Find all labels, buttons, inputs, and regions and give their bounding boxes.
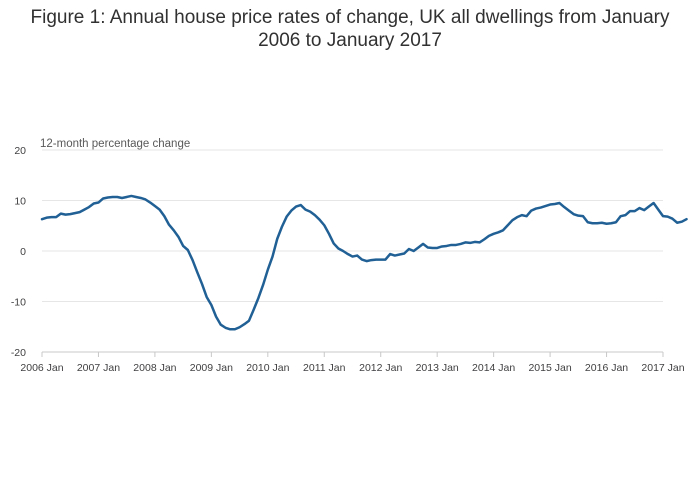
y-tick-label: 20	[14, 145, 26, 157]
x-tick-label: 2015 Jan	[528, 362, 571, 374]
y-tick-label: 10	[14, 196, 26, 208]
series-line	[40, 194, 688, 331]
x-tick-label: 2009 Jan	[190, 362, 233, 374]
x-tick-label: 2017 Jan	[641, 362, 684, 374]
x-tick-label: 2007 Jan	[77, 362, 120, 374]
gridlines	[42, 149, 663, 353]
x-tick-label: 2011 Jan	[303, 362, 346, 374]
x-tick-label: 2010 Jan	[246, 362, 289, 374]
x-tick-label: 2008 Jan	[133, 362, 176, 374]
y-axis: 20 10 0 -10 -20	[11, 145, 26, 359]
x-tick-label: 2016 Jan	[585, 362, 628, 374]
y-axis-label: 12-month percentage change	[40, 138, 190, 150]
chart-title: Figure 1: Annual house price rates of ch…	[30, 7, 670, 51]
x-tick-label: 2014 Jan	[472, 362, 515, 374]
y-tick-label: -10	[11, 297, 26, 309]
x-tick-label: 2012 Jan	[359, 362, 402, 374]
x-axis: 2006 Jan 2007 Jan 2008 Jan 2009 Jan 2010 Jan…	[20, 351, 685, 374]
y-tick-label: -20	[11, 347, 26, 359]
x-tick-label: 2006 Jan	[20, 362, 63, 374]
x-tick-label: 2013 Jan	[416, 362, 459, 374]
y-tick-label: 0	[20, 246, 26, 258]
